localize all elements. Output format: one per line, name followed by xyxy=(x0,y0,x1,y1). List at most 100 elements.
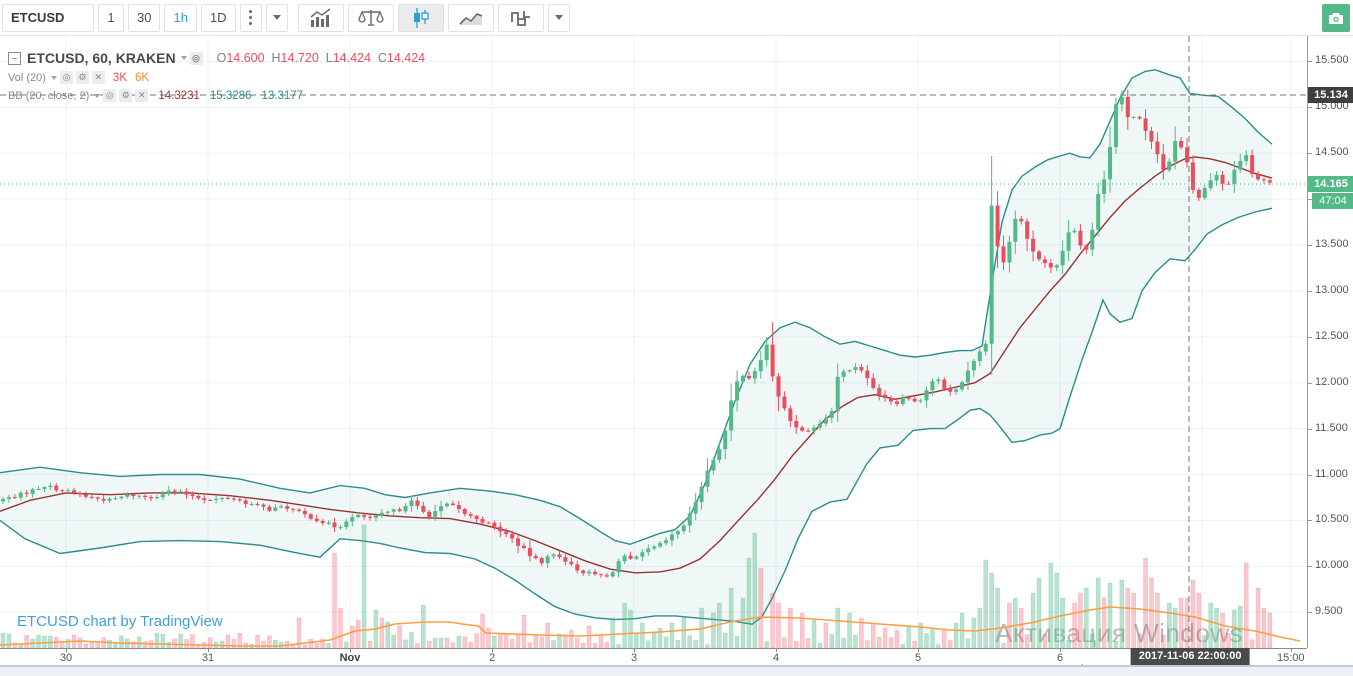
bar-chart-icon xyxy=(310,7,331,27)
volume-ma-value: 6K xyxy=(135,71,150,84)
price-tick xyxy=(1308,520,1312,522)
crosshair-time-badge: 2017-11-06 22:00:00 xyxy=(1130,648,1250,665)
time-axis-label: Nov xyxy=(339,652,361,664)
price-tick xyxy=(1308,290,1312,292)
time-axis-label: 2 xyxy=(488,652,496,664)
price-tick xyxy=(1308,382,1312,384)
candles-style-button[interactable] xyxy=(397,3,444,32)
price-axis-label: 13.500 xyxy=(1315,238,1349,251)
time-axis-label: 4 xyxy=(772,652,780,664)
bb-upper-value: 15.3286 xyxy=(209,89,252,102)
last-price-badge: 14.165 xyxy=(1308,176,1353,192)
price-axis-label: 12.500 xyxy=(1315,329,1349,342)
eye-icon[interactable]: ◎ xyxy=(59,71,73,84)
price-axis-label: 12.000 xyxy=(1315,375,1349,388)
chevron-down-icon[interactable] xyxy=(180,56,187,60)
window-bottom-strip xyxy=(0,665,1353,676)
candlestick-icon xyxy=(413,7,429,28)
bb-lower-line xyxy=(0,207,1273,625)
bars-style-button[interactable] xyxy=(297,3,344,32)
gear-icon[interactable]: ⚙ xyxy=(119,89,133,102)
time-tick xyxy=(634,648,635,652)
volume-study-label: Vol (20) xyxy=(8,71,46,84)
price-axis-label: 9.500 xyxy=(1315,605,1343,618)
time-axis-line xyxy=(0,648,1307,649)
chevron-down-icon xyxy=(554,15,563,20)
symbol-input[interactable]: ETCUSD xyxy=(2,3,94,32)
time-tick xyxy=(350,648,351,652)
price-axis-label: 14.500 xyxy=(1315,146,1349,159)
area-style-button[interactable] xyxy=(447,3,494,32)
time-tick xyxy=(208,648,209,652)
time-axis-label: 15:00 xyxy=(1276,652,1305,664)
time-tick xyxy=(918,648,919,652)
steps-style-button[interactable] xyxy=(497,3,544,32)
time-axis[interactable]: 2017-11-06 22:00:00 30 31 Nov 2 3 4 5 6 15:00 xyxy=(0,648,1353,665)
time-axis-label: 6 xyxy=(1056,652,1064,664)
price-tick xyxy=(1308,428,1312,430)
price-tick xyxy=(1308,61,1312,63)
price-axis-label: 10.000 xyxy=(1315,559,1349,572)
time-tick xyxy=(492,648,493,652)
scales-icon xyxy=(357,9,384,26)
close-icon[interactable]: ✕ xyxy=(91,71,105,84)
price-tick xyxy=(1308,566,1312,568)
crosshair-price-badge: 15.134 xyxy=(1308,87,1353,104)
volume-value: 3K xyxy=(112,71,127,84)
bb-basis-value: 14.3231 xyxy=(158,89,200,102)
chart-pane[interactable]: Активация Windows Чтобы активировать Win… xyxy=(0,36,1307,676)
interval-button-1[interactable]: 1 xyxy=(98,3,124,32)
price-tick xyxy=(1308,199,1312,201)
interval-button-1h[interactable]: 1h xyxy=(164,3,197,32)
interval-dropdown-button[interactable] xyxy=(265,3,288,32)
price-chart-svg[interactable] xyxy=(0,36,1307,648)
bb-lower-value: 13.3177 xyxy=(261,89,304,102)
time-tick xyxy=(66,648,67,652)
step-line-icon xyxy=(510,10,530,26)
volume-ma-line xyxy=(0,606,1301,647)
time-axis-label: 31 xyxy=(201,652,215,664)
camera-icon xyxy=(1329,12,1343,24)
price-tick xyxy=(1308,153,1312,155)
legend-volume-row: Vol (20) ◎ ⚙ ✕ 3K 6K xyxy=(8,71,425,84)
tradingview-attribution-link[interactable]: ETCUSD chart by TradingView xyxy=(17,613,223,630)
chart-legend: – ETCUSD, 60, KRAKEN ◎ O14.600 H14.720 L… xyxy=(8,50,425,107)
interval-button-1d[interactable]: 1D xyxy=(200,3,236,32)
interval-button-30[interactable]: 30 xyxy=(128,3,161,32)
price-tick xyxy=(1308,107,1312,109)
chevron-down-icon[interactable] xyxy=(50,75,57,80)
eye-icon[interactable]: ◎ xyxy=(189,51,203,65)
ohlc-values: O14.600 H14.720 L14.424 C14.424 xyxy=(216,51,426,65)
bar-countdown-badge: 47:04 xyxy=(1312,193,1353,209)
price-axis-label: 11.000 xyxy=(1315,467,1348,480)
time-axis-label: 3 xyxy=(630,652,638,664)
price-tick xyxy=(1308,474,1312,476)
toolbar: ETCUSD 1 30 1h 1D xyxy=(0,0,1353,36)
price-axis-label: 11.500 xyxy=(1315,421,1348,434)
compare-button[interactable] xyxy=(347,3,394,32)
chevron-down-icon[interactable] xyxy=(94,93,101,98)
gear-icon[interactable]: ⚙ xyxy=(75,71,89,84)
time-tick xyxy=(1060,648,1061,652)
styles-dropdown-button[interactable] xyxy=(547,3,570,32)
time-tick xyxy=(776,648,777,652)
candles xyxy=(1,89,1272,578)
collapse-legend-icon[interactable]: – xyxy=(8,51,21,65)
price-axis[interactable]: 15.134 14.165 47:04 15.50015.00014.50014… xyxy=(1307,36,1353,664)
price-tick xyxy=(1308,245,1312,247)
close-icon[interactable]: ✕ xyxy=(135,89,149,102)
interval-menu-button[interactable] xyxy=(239,3,262,32)
price-tick xyxy=(1308,336,1312,338)
legend-main-row: – ETCUSD, 60, KRAKEN ◎ O14.600 H14.720 L… xyxy=(8,50,425,66)
time-axis-label: 5 xyxy=(914,652,922,664)
price-axis-label: 10.500 xyxy=(1315,513,1349,526)
line-chart-icon xyxy=(458,12,482,25)
price-axis-label: 15.000 xyxy=(1315,100,1349,113)
screenshot-button[interactable] xyxy=(1322,4,1350,32)
time-axis-label: 30 xyxy=(59,652,73,664)
price-axis-label: 15.500 xyxy=(1315,54,1349,67)
vertical-dots-icon xyxy=(249,10,253,25)
price-axis-label: 13.000 xyxy=(1315,283,1349,296)
eye-icon[interactable]: ◎ xyxy=(103,89,117,102)
